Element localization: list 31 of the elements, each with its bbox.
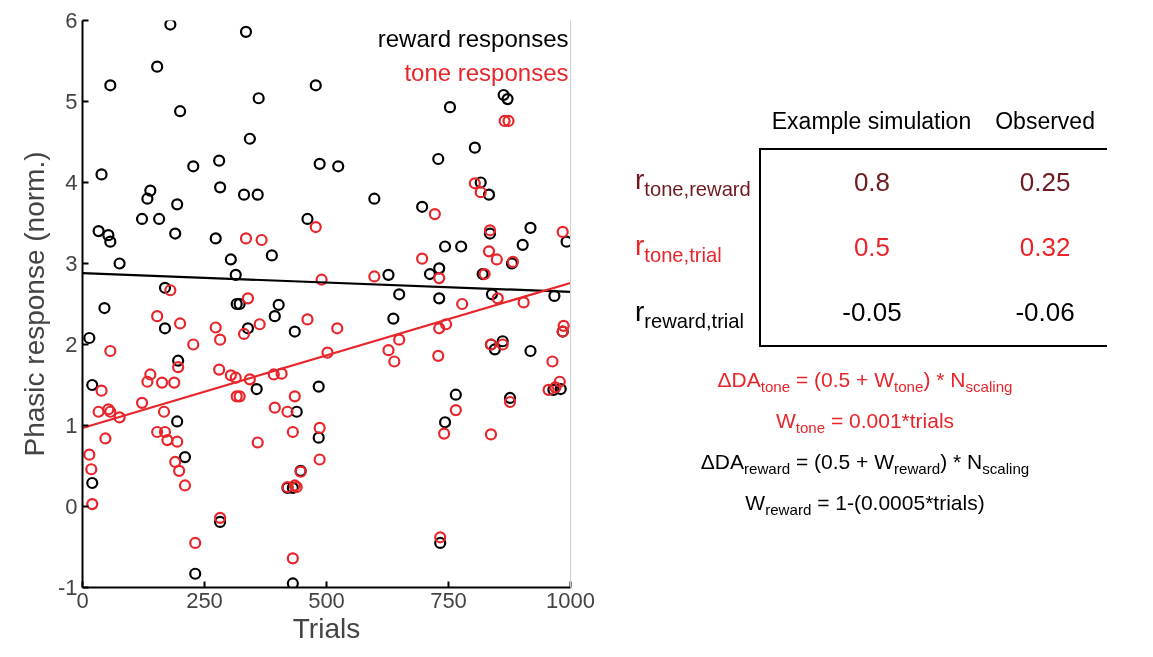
y-tick-label: 1 [65, 413, 78, 438]
y-axis-title: Phasic response (norm.) [18, 151, 50, 457]
text: ΔDA$_{tone}$ = (0.5 + W$_{tone}$) * N$_{scaling}$ [716, 367, 1014, 398]
text: 0.32 [1018, 231, 1072, 264]
x-tick-label: 750 [430, 587, 467, 613]
text: -0.06 [983, 280, 1107, 347]
y-tick-label: 4 [65, 170, 78, 195]
y-tick-label: 0 [65, 494, 78, 519]
y-tick-label: 6 [65, 8, 78, 33]
y-tick-label: 2 [65, 332, 78, 357]
x-tick-label: 250 [186, 587, 223, 613]
x-axis-title: Trials [292, 612, 361, 644]
text: W$_{reward}$ = 1-(0.0005*trials) [744, 489, 986, 520]
x-tick-label: 500 [308, 587, 345, 613]
text: r$_{reward,trial}$ [635, 294, 746, 334]
text: ΔDA$_{reward}$ = (0.5 + W$_{reward}$) * N$_{scaling}$ [699, 448, 1031, 479]
text: Observed [994, 107, 1096, 136]
text: r$_{tone,reward}$ [635, 163, 752, 202]
text: Example simulation [770, 107, 973, 136]
text: 0.25 [983, 148, 1107, 215]
x-tick-label: 1000 [546, 587, 595, 613]
text: W$_{tone}$ = 0.001*trials [774, 408, 956, 439]
text: reward responses [377, 25, 569, 52]
y-tick-label: 3 [65, 251, 78, 276]
y-tick-label: -1 [57, 575, 78, 600]
series-label: tone responses [404, 59, 569, 86]
text: 0.5 [759, 214, 984, 281]
text: r$_{tone,trial}$ [635, 228, 723, 268]
text: -0.05 [759, 280, 984, 347]
text: 0.8 [759, 148, 984, 215]
y-tick-label: 5 [65, 89, 78, 114]
